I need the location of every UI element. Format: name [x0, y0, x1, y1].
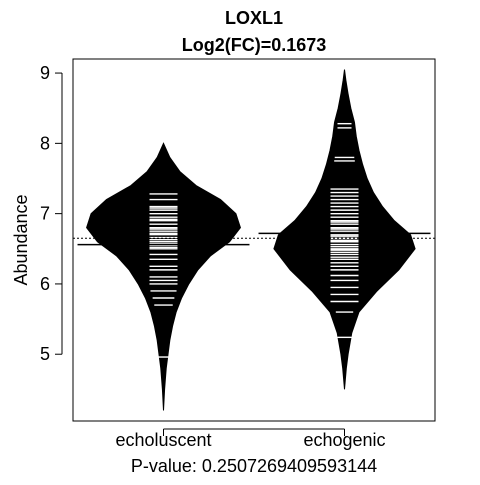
y-tick-label: 5: [40, 344, 50, 364]
chart-title: LOXL1: [225, 8, 283, 28]
y-tick-label: 7: [40, 204, 50, 224]
y-tick-label: 6: [40, 274, 50, 294]
y-tick-label: 9: [40, 63, 50, 83]
x-axis-label: P-value: 0.2507269409593144: [131, 456, 377, 476]
x-tick-label: echogenic: [303, 430, 385, 450]
x-tick-label: echoluscent: [115, 430, 211, 450]
y-tick-label: 8: [40, 133, 50, 153]
y-axis: 5 6 7 8 9: [40, 63, 63, 364]
x-axis: echoluscent echogenic: [115, 428, 386, 450]
plot-frame: [72, 58, 436, 422]
chart-subtitle: Log2(FC)=0.1673: [182, 35, 327, 55]
bean-layer: [77, 69, 431, 411]
y-axis-label: Abundance: [11, 194, 31, 285]
